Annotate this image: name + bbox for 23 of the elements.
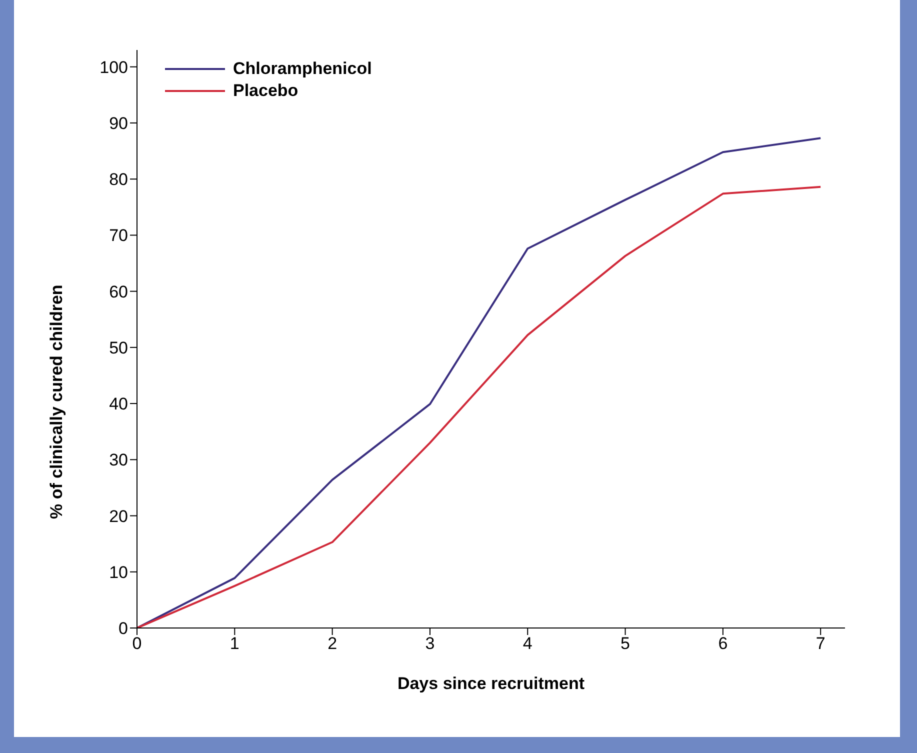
y-axis-title: % of clinically cured children xyxy=(47,284,66,519)
y-tick-label: 100 xyxy=(100,58,128,77)
x-tick-label: 5 xyxy=(620,634,630,654)
legend-label: Chloramphenicol xyxy=(233,58,372,80)
x-tick-label: 1 xyxy=(230,634,240,654)
x-tick-label: 4 xyxy=(522,634,532,654)
y-tick-label: 40 xyxy=(109,394,128,414)
y-tick-label: 30 xyxy=(109,450,128,470)
x-axis-title: Days since recruitment xyxy=(397,674,585,693)
y-tick-label: 50 xyxy=(109,338,128,358)
y-tick-label: 90 xyxy=(109,114,128,133)
x-tick-label: 3 xyxy=(425,634,435,654)
x-tick-label: 0 xyxy=(132,634,142,654)
y-tick-label: 70 xyxy=(109,226,128,246)
legend-label: Placebo xyxy=(233,80,298,102)
x-tick-label: 6 xyxy=(718,634,728,654)
y-tick-label: 20 xyxy=(109,506,128,526)
y-tick-label: 80 xyxy=(109,170,128,190)
x-tick-label: 2 xyxy=(328,634,338,654)
y-tick-label: 0 xyxy=(118,619,128,638)
y-tick-label: 10 xyxy=(109,562,128,582)
y-tick-label: 60 xyxy=(109,282,128,302)
x-tick-label: 7 xyxy=(816,634,826,654)
